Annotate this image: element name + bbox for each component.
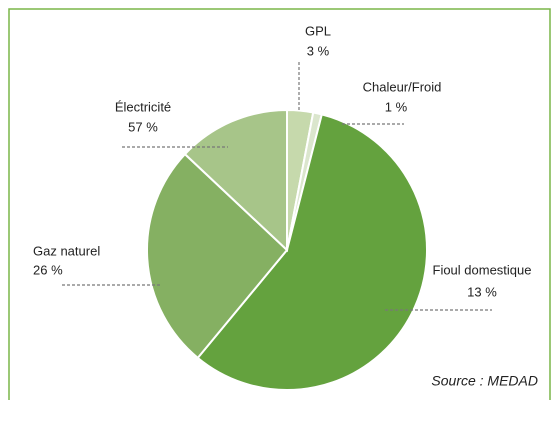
- slice-label: Gaz naturel: [33, 243, 100, 258]
- pie-slice: [183, 108, 288, 253]
- source-note: Source : MEDAD: [431, 373, 538, 389]
- slice-label: GPL: [305, 23, 331, 38]
- slice-value: 57 %: [128, 119, 158, 134]
- pie-slice: [196, 113, 428, 391]
- slice-value: 1 %: [385, 99, 408, 114]
- slice-label: Fioul domestique: [433, 262, 532, 277]
- slice-value: 26 %: [33, 262, 63, 277]
- slice-value: 3 %: [307, 43, 330, 58]
- slice-label: Électricité: [115, 99, 171, 114]
- pie-slice: [146, 152, 289, 360]
- slice-value: 13 %: [467, 284, 497, 299]
- slice-label: Chaleur/Froid: [363, 79, 442, 94]
- frame: [8, 8, 551, 400]
